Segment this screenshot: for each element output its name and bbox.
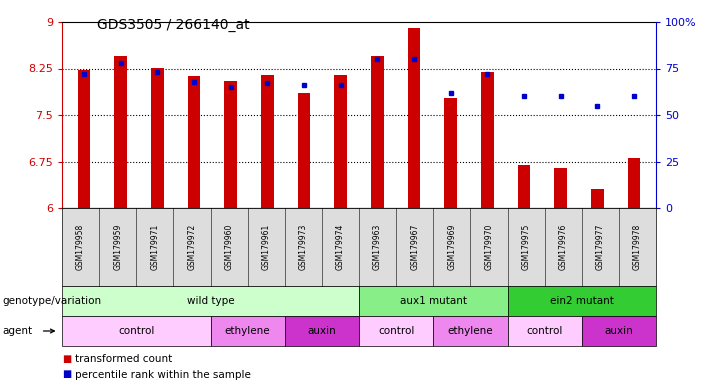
Text: GSM179959: GSM179959 [113,224,122,270]
Bar [627,159,641,208]
Text: GDS3505 / 266140_at: GDS3505 / 266140_at [97,18,250,32]
Text: ethylene: ethylene [447,326,494,336]
Bar [444,98,457,208]
Text: GSM179973: GSM179973 [299,224,308,270]
Bar [554,168,567,208]
Bar [334,75,347,208]
Bar [151,68,164,208]
Text: aux1 mutant: aux1 mutant [400,296,467,306]
Bar [371,56,383,208]
Text: control: control [118,326,154,336]
Text: control: control [526,326,563,336]
Text: GSM179961: GSM179961 [261,224,271,270]
Text: auxin: auxin [308,326,336,336]
Text: GSM179971: GSM179971 [150,224,159,270]
Bar [591,189,604,208]
Text: GSM179967: GSM179967 [410,224,419,270]
Text: percentile rank within the sample: percentile rank within the sample [74,369,250,379]
Bar [481,71,494,208]
Bar [114,56,127,208]
Text: GSM179976: GSM179976 [559,224,568,270]
Text: auxin: auxin [604,326,633,336]
Text: GSM179975: GSM179975 [522,224,531,270]
Text: agent: agent [2,326,32,336]
Text: control: control [378,326,414,336]
Text: GSM179972: GSM179972 [187,224,196,270]
Bar [224,81,237,208]
Text: genotype/variation: genotype/variation [2,296,101,306]
Text: GSM179958: GSM179958 [76,224,85,270]
Text: GSM179963: GSM179963 [373,224,382,270]
Bar [517,165,531,208]
Bar [261,75,274,208]
Text: ein2 mutant: ein2 mutant [550,296,613,306]
Text: GSM179970: GSM179970 [484,224,494,270]
Bar [298,93,311,208]
Text: ■: ■ [62,369,72,379]
Bar [407,28,421,208]
Text: GSM179978: GSM179978 [633,224,642,270]
Text: GSM179974: GSM179974 [336,224,345,270]
Text: GSM179969: GSM179969 [447,224,456,270]
Text: ■: ■ [62,354,72,364]
Text: GSM179960: GSM179960 [224,224,233,270]
Bar [78,70,90,208]
Text: ethylene: ethylene [225,326,271,336]
Text: transformed count: transformed count [74,354,172,364]
Text: wild type: wild type [186,296,234,306]
Text: GSM179977: GSM179977 [596,224,605,270]
Bar [188,76,200,208]
